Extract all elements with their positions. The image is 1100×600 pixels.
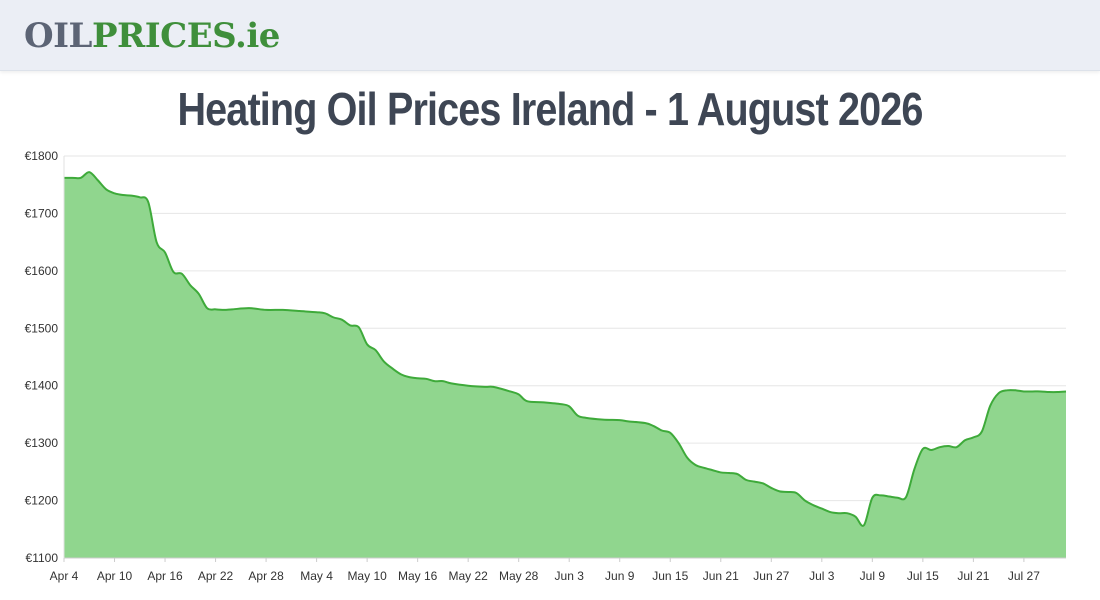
y-tick-label: €1700: [25, 206, 59, 220]
x-tick-label: Apr 16: [147, 569, 183, 583]
logo-part-oil: OIL: [24, 16, 92, 56]
x-tick-label: Apr 28: [248, 569, 284, 583]
price-area: [64, 172, 1066, 558]
x-tick-label: Apr 22: [198, 569, 234, 583]
y-tick-label: €1100: [26, 551, 59, 565]
site-logo[interactable]: OILPRICES.ie: [24, 14, 280, 58]
x-tick-label: Jul 27: [1008, 569, 1040, 583]
x-tick-label: Jul 15: [907, 569, 939, 583]
header-bar: OILPRICES.ie: [0, 0, 1100, 71]
x-tick-label: Apr 4: [50, 569, 79, 583]
y-tick-label: €1600: [25, 264, 59, 278]
x-tick-label: Jun 21: [703, 569, 739, 583]
x-tick-label: May 16: [398, 569, 438, 583]
x-tick-label: May 10: [347, 569, 387, 583]
y-tick-label: €1800: [25, 149, 59, 163]
y-tick-label: €1400: [25, 379, 59, 393]
x-tick-label: Jun 15: [652, 569, 688, 583]
x-tick-label: Jul 3: [809, 569, 835, 583]
page-title: Heating Oil Prices Ireland - 1 August 20…: [177, 83, 923, 135]
x-tick-label: May 22: [448, 569, 488, 583]
x-tick-label: May 28: [499, 569, 539, 583]
y-tick-label: €1200: [25, 494, 59, 508]
x-tick-label: Jun 9: [605, 569, 635, 583]
x-tick-label: Jun 27: [753, 569, 789, 583]
y-tick-label: €1300: [25, 436, 59, 450]
y-tick-label: €1500: [25, 321, 59, 335]
x-tick-label: Apr 10: [97, 569, 133, 583]
x-tick-label: Jul 9: [860, 569, 886, 583]
x-tick-label: Jul 21: [957, 569, 989, 583]
price-line: [64, 171, 1067, 527]
x-tick-label: May 4: [300, 569, 333, 583]
x-tick-label: Jun 3: [555, 569, 585, 583]
logo-part-prices: PRICES: [91, 16, 236, 56]
logo-part-tld: .ie: [234, 16, 280, 56]
